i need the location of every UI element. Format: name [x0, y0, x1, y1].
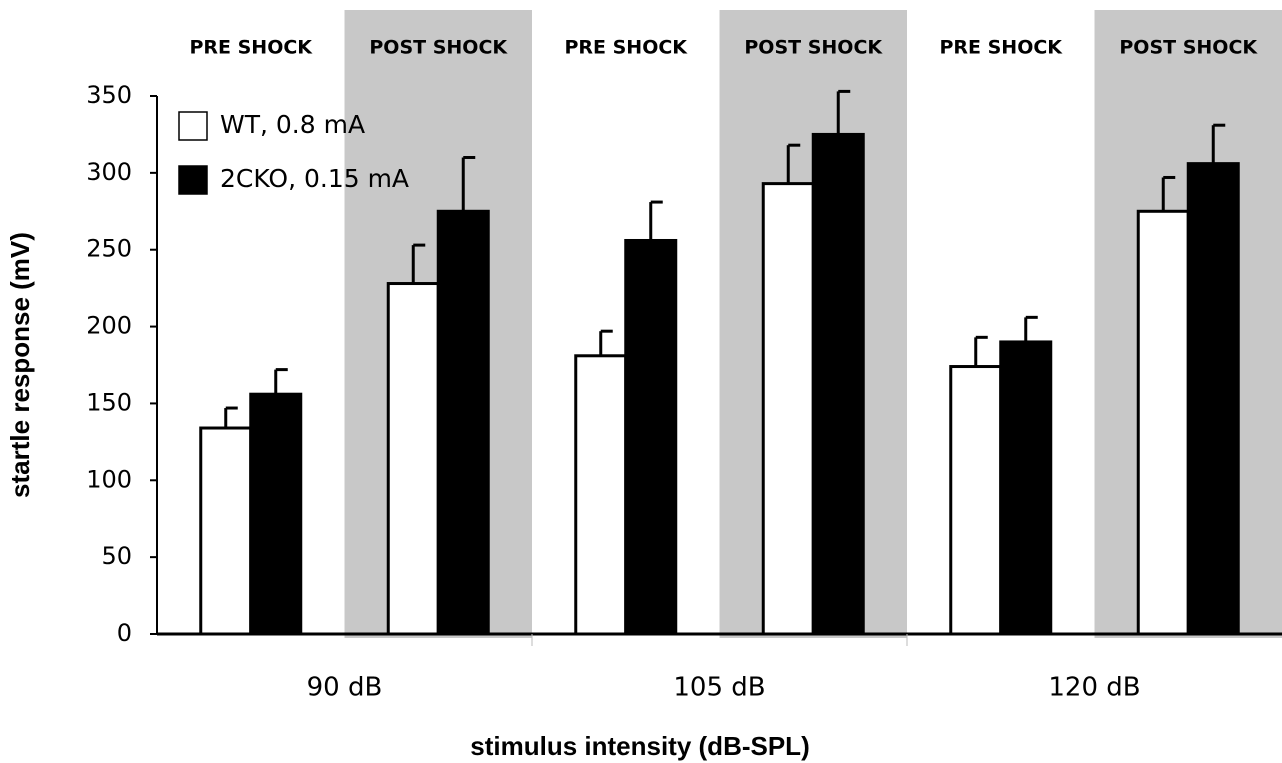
- bar: [761, 182, 815, 636]
- condition-label: PRE SHOCK: [189, 37, 313, 59]
- condition-label: POST SHOCK: [744, 37, 883, 59]
- y-tick-label: 300: [86, 158, 132, 186]
- bar: [249, 392, 303, 636]
- x-tick-label: 120 dB: [1048, 673, 1140, 703]
- legend-label: 2CKO, 0.15 mA: [220, 164, 409, 193]
- x-tick-label: 105 dB: [673, 673, 765, 703]
- condition-label: POST SHOCK: [1119, 37, 1258, 59]
- y-tick-label: 150: [86, 388, 132, 416]
- bar: [624, 238, 678, 636]
- x-tick-label: 90 dB: [307, 673, 383, 703]
- bar: [436, 209, 490, 636]
- y-tick-label: 50: [101, 542, 132, 570]
- y-axis-title: startle response (mV): [5, 232, 35, 498]
- bar: [199, 426, 253, 636]
- legend-swatch: [178, 111, 208, 141]
- legend-swatch: [178, 165, 208, 195]
- bar: [574, 354, 628, 636]
- condition-label: PRE SHOCK: [939, 37, 1063, 59]
- bar: [1186, 162, 1240, 636]
- bar: [811, 132, 865, 636]
- condition-label: PRE SHOCK: [564, 37, 688, 59]
- condition-label: POST SHOCK: [369, 37, 508, 59]
- legend-label: WT, 0.8 mA: [220, 110, 365, 139]
- y-tick-label: 350: [86, 81, 132, 109]
- y-tick-label: 250: [86, 235, 132, 263]
- bar: [999, 340, 1053, 636]
- x-axis-title: stimulus intensity (dB-SPL): [470, 731, 809, 761]
- y-tick-label: 200: [86, 312, 132, 340]
- bar: [386, 282, 440, 636]
- y-tick-label: 100: [86, 465, 132, 493]
- bar: [949, 365, 1003, 636]
- y-tick-label: 0: [117, 619, 132, 647]
- bar: [1136, 209, 1190, 636]
